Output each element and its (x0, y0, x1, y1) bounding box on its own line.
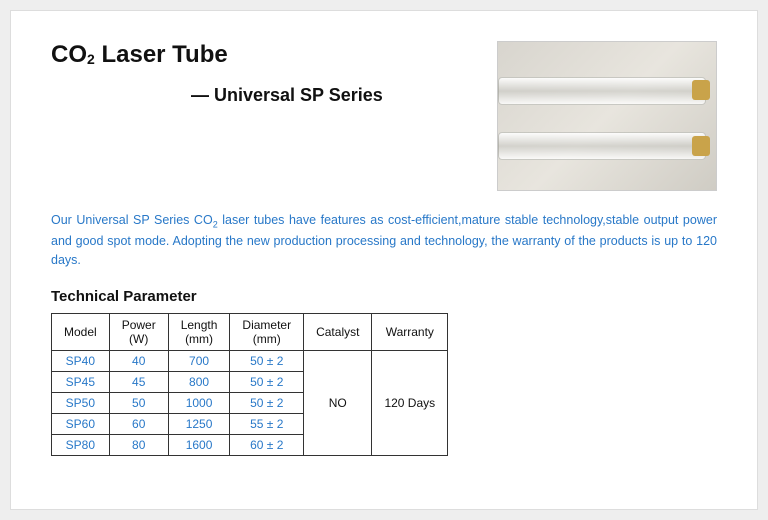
cell-diameter: 50 ± 2 (230, 372, 304, 393)
description-text: Our Universal SP Series CO2 laser tubes … (51, 211, 717, 270)
title-post: Laser Tube (95, 41, 228, 68)
cell-diameter: 50 ± 2 (230, 393, 304, 414)
table-row: SP40 40 700 50 ± 2 NO 120 Days (52, 351, 448, 372)
cell-length: 700 (168, 351, 230, 372)
cell-model: SP80 (52, 435, 110, 456)
cell-power: 60 (109, 414, 168, 435)
cell-model: SP40 (52, 351, 110, 372)
cell-catalyst: NO (304, 351, 372, 456)
col-model: Model (52, 313, 110, 351)
col-length: Length(mm) (168, 313, 230, 351)
tube-graphic (498, 77, 706, 105)
main-title: CO2 Laser Tube (51, 41, 497, 69)
col-diameter: Diameter(mm) (230, 313, 304, 351)
table-header-row: Model Power(W) Length(mm) Diameter(mm) C… (52, 313, 448, 351)
cell-length: 1600 (168, 435, 230, 456)
cell-diameter: 55 ± 2 (230, 414, 304, 435)
col-warranty: Warranty (372, 313, 448, 351)
document-page: CO2 Laser Tube — Universal SP Series Our… (10, 10, 758, 510)
title-sub: 2 (87, 51, 95, 67)
title-block: CO2 Laser Tube — Universal SP Series (51, 41, 497, 106)
connector-graphic (692, 136, 710, 156)
col-catalyst: Catalyst (304, 313, 372, 351)
col-power: Power(W) (109, 313, 168, 351)
connector-graphic (692, 80, 710, 100)
cell-model: SP50 (52, 393, 110, 414)
cell-length: 1250 (168, 414, 230, 435)
cell-length: 800 (168, 372, 230, 393)
cell-diameter: 50 ± 2 (230, 351, 304, 372)
cell-power: 40 (109, 351, 168, 372)
section-title: Technical Parameter (51, 288, 717, 305)
cell-model: SP60 (52, 414, 110, 435)
cell-power: 45 (109, 372, 168, 393)
cell-length: 1000 (168, 393, 230, 414)
spec-table: Model Power(W) Length(mm) Diameter(mm) C… (51, 313, 448, 457)
header-row: CO2 Laser Tube — Universal SP Series (51, 41, 717, 191)
desc-pre: Our Universal SP Series CO (51, 213, 213, 227)
cell-model: SP45 (52, 372, 110, 393)
subtitle: — Universal SP Series (191, 85, 497, 106)
cell-warranty: 120 Days (372, 351, 448, 456)
cell-diameter: 60 ± 2 (230, 435, 304, 456)
tube-graphic (498, 132, 706, 160)
product-image (497, 41, 717, 191)
table-body: SP40 40 700 50 ± 2 NO 120 Days SP45 45 8… (52, 351, 448, 456)
cell-power: 80 (109, 435, 168, 456)
title-pre: CO (51, 41, 87, 68)
cell-power: 50 (109, 393, 168, 414)
